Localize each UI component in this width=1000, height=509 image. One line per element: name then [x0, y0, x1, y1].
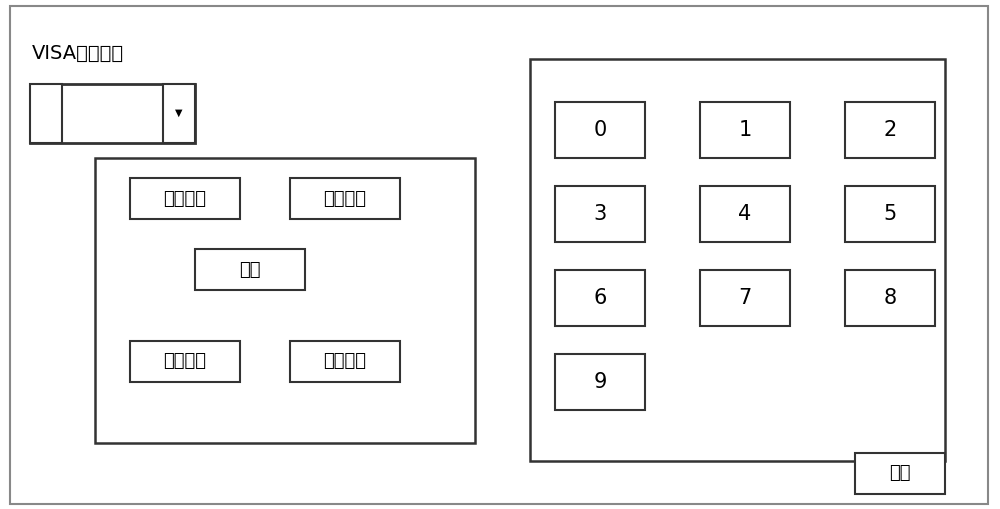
Bar	[700, 270, 790, 326]
Text: 3: 3	[593, 204, 607, 224]
Bar	[130, 341, 240, 382]
Text: 切向反转: 切向反转	[324, 352, 366, 371]
Text: 8: 8	[883, 288, 897, 308]
Text: 9: 9	[593, 372, 607, 392]
Text: ▼: ▼	[175, 108, 183, 118]
Text: 7: 7	[738, 288, 752, 308]
Bar	[700, 186, 790, 242]
Bar	[845, 102, 935, 158]
Bar	[845, 270, 935, 326]
Text: 结束: 结束	[889, 464, 911, 483]
Text: 6: 6	[593, 288, 607, 308]
Bar	[195, 249, 305, 290]
Text: 5: 5	[883, 204, 897, 224]
Bar	[855, 453, 945, 494]
Bar	[290, 341, 400, 382]
Bar	[555, 354, 645, 410]
Bar	[555, 186, 645, 242]
Bar	[845, 186, 935, 242]
Text: 切向正转: 切向正转	[324, 189, 366, 208]
Text: 法向反转: 法向反转	[164, 352, 207, 371]
Bar	[30, 84, 62, 143]
Bar	[290, 178, 400, 219]
Text: 1: 1	[738, 120, 752, 140]
Text: VISA资源名称: VISA资源名称	[32, 44, 124, 63]
Text: 2: 2	[883, 120, 897, 140]
Bar	[700, 102, 790, 158]
Text: 停止: 停止	[239, 261, 261, 279]
Bar	[95, 158, 475, 443]
Bar	[555, 102, 645, 158]
Bar	[555, 270, 645, 326]
Bar	[30, 84, 195, 143]
Text: 4: 4	[738, 204, 752, 224]
Bar	[163, 84, 195, 143]
Text: 法向正转: 法向正转	[164, 189, 207, 208]
Bar	[530, 59, 945, 461]
Text: 0: 0	[593, 120, 607, 140]
Bar	[130, 178, 240, 219]
